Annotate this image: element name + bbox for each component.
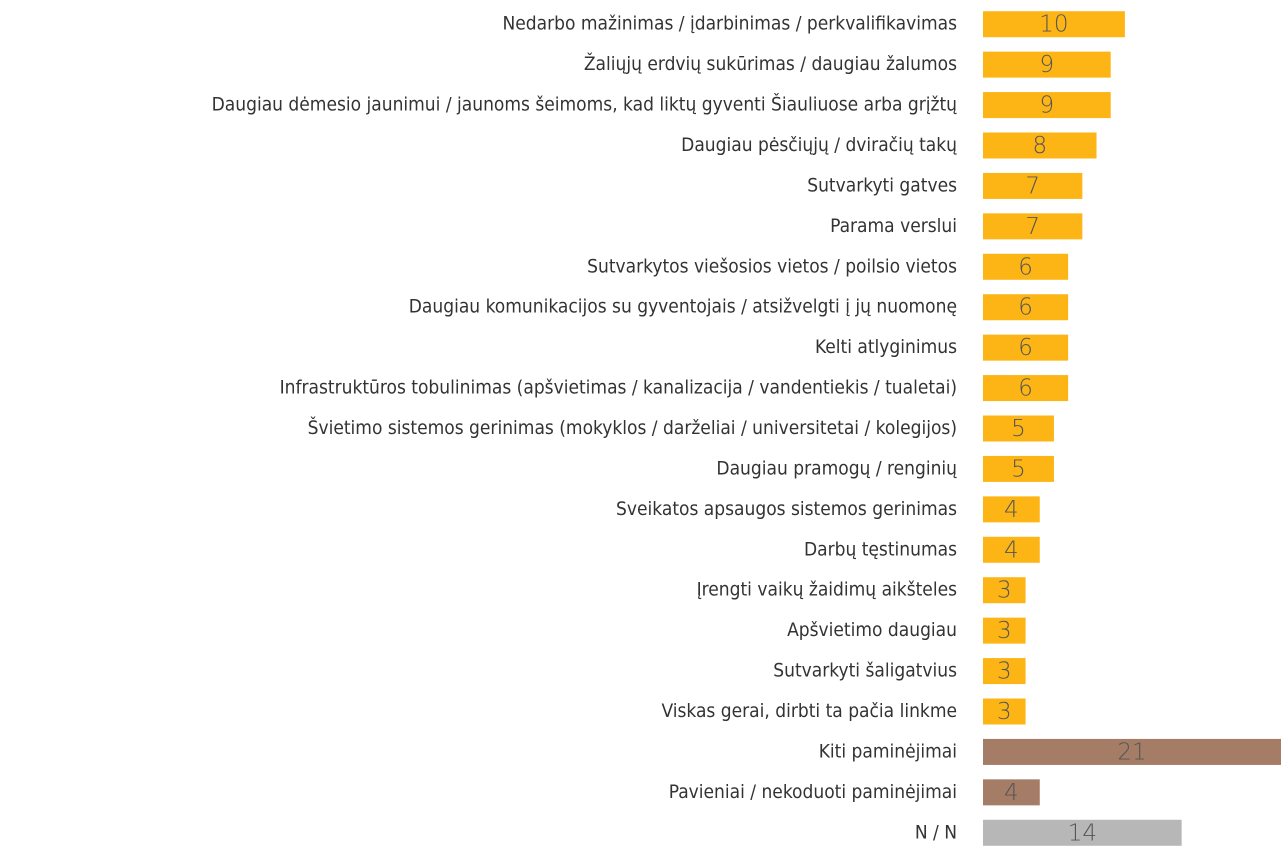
bar — [983, 51, 1111, 78]
category-label: Kiti paminėjimai — [819, 740, 957, 762]
value-label: 6 — [1018, 254, 1033, 280]
value-label: 7 — [1025, 214, 1040, 240]
value-label: 6 — [1018, 335, 1033, 361]
bar — [983, 92, 1111, 119]
category-label: Įrengti vaikų žaidimų aikšteles — [697, 579, 957, 601]
value-label: 14 — [1068, 820, 1097, 846]
category-label: Daugiau dėmesio jaunimui / jaunoms šeimo… — [212, 92, 958, 116]
category-label: Žaliųjų erdvių sukūrimas / daugiau žalum… — [584, 52, 957, 75]
category-label: Pavieniai / nekoduoti paminėjimai — [669, 781, 957, 803]
category-label: Švietimo sistemos gerinimas (mokyklos / … — [308, 415, 957, 439]
value-label: 21 — [1117, 739, 1146, 765]
category-label: Daugiau komunikacijos su gyventojais / a… — [409, 296, 957, 318]
category-label: Nedarbo mažinimas / įdarbinimas / perkva… — [502, 13, 957, 35]
value-label: 8 — [1032, 133, 1047, 159]
value-label: 7 — [1025, 173, 1040, 199]
bar — [983, 213, 1083, 240]
category-label: Sutvarkyti šaligatvius — [773, 660, 957, 682]
category-label: Viskas gerai, dirbti ta pačia linkme — [661, 700, 957, 722]
category-label: Parama verslui — [830, 215, 957, 237]
value-label: 3 — [997, 618, 1012, 644]
value-label: 3 — [997, 578, 1012, 604]
bar — [983, 294, 1069, 321]
bar — [983, 577, 1026, 604]
bar — [983, 698, 1026, 725]
category-label: Daugiau pėsčiųjų / dviračių takų — [681, 134, 957, 156]
bar — [983, 132, 1097, 159]
value-label: 10 — [1039, 12, 1068, 38]
bar — [983, 779, 1040, 806]
category-label: Kelti atlyginimus — [815, 336, 957, 358]
bar — [983, 455, 1054, 482]
bar — [983, 172, 1083, 199]
category-label: Infrastruktūros tobulinimas (apšvietimas… — [280, 377, 957, 399]
category-label: Darbų tęstinumas — [804, 538, 957, 560]
value-label: 5 — [1011, 456, 1026, 482]
value-label: 9 — [1040, 52, 1055, 78]
bar — [983, 658, 1026, 685]
category-label: Sutvarkyti gatves — [807, 174, 957, 196]
value-label: 5 — [1011, 416, 1026, 442]
value-label: 6 — [1018, 376, 1033, 402]
category-label: Daugiau pramogų / renginių — [716, 457, 957, 479]
bar — [983, 617, 1026, 644]
bar — [983, 11, 1125, 38]
bar — [983, 496, 1040, 523]
bar — [983, 253, 1069, 280]
value-label: 6 — [1018, 295, 1033, 321]
category-label: Sveikatos apsaugos sistemos gerinimas — [616, 498, 957, 520]
value-label: 3 — [997, 699, 1012, 725]
bar — [983, 415, 1054, 442]
value-label: 4 — [1004, 780, 1019, 806]
value-label: 4 — [1004, 537, 1019, 563]
bar — [983, 334, 1069, 361]
bar — [983, 536, 1040, 563]
category-label: Apšvietimo daugiau — [787, 619, 957, 641]
bar — [983, 819, 1182, 846]
bar — [983, 738, 1281, 765]
value-label: 4 — [1004, 497, 1019, 523]
bar — [983, 375, 1069, 402]
category-label: Sutvarkytos viešosios vietos / poilsio v… — [587, 255, 957, 277]
value-label: 9 — [1040, 93, 1055, 119]
value-label: 3 — [997, 659, 1012, 685]
category-label: N / N — [915, 821, 957, 843]
